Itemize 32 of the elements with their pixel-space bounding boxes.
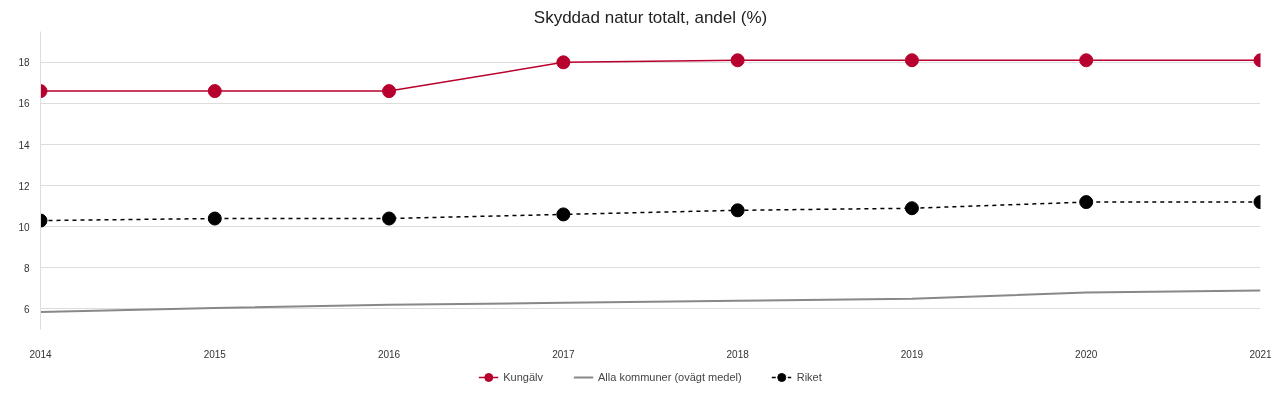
y-tick-label: 8 — [23, 262, 30, 274]
x-tick-label: 2020 — [1075, 348, 1098, 360]
legend-label: Kungälv — [503, 371, 544, 383]
point — [382, 211, 397, 226]
x-tick-label: 2015 — [203, 348, 227, 360]
x-tick-label: 2014 — [29, 348, 53, 360]
y-tick-label: 12 — [18, 180, 30, 192]
point — [556, 207, 571, 222]
y-tick-label: 10 — [18, 221, 30, 233]
point — [382, 84, 397, 99]
legend-label: Riket — [796, 371, 822, 383]
x-tick-label: 2019 — [900, 348, 924, 360]
point — [207, 211, 222, 226]
x-tick-label: 2017 — [552, 348, 575, 360]
x-tick-label: 2021 — [1249, 348, 1273, 360]
point — [207, 84, 222, 99]
point — [904, 53, 919, 68]
y-tick-label: 18 — [18, 57, 30, 69]
x-tick-label: 2018 — [726, 348, 750, 360]
y-tick-label: 16 — [18, 98, 30, 110]
legend-label: Alla kommuner (ovägt medel) — [598, 371, 742, 383]
line-series — [40, 289, 1261, 314]
point — [1079, 195, 1094, 210]
point — [904, 201, 919, 216]
point — [1079, 53, 1094, 68]
y-tick-label: 6 — [23, 303, 30, 315]
point — [730, 203, 745, 218]
chart-title: Skyddad natur totalt, andel (%) — [533, 7, 768, 27]
x-tick-label: 2016 — [377, 348, 401, 360]
y-tick-label: 14 — [18, 139, 30, 151]
point — [556, 55, 571, 70]
point — [730, 53, 745, 68]
